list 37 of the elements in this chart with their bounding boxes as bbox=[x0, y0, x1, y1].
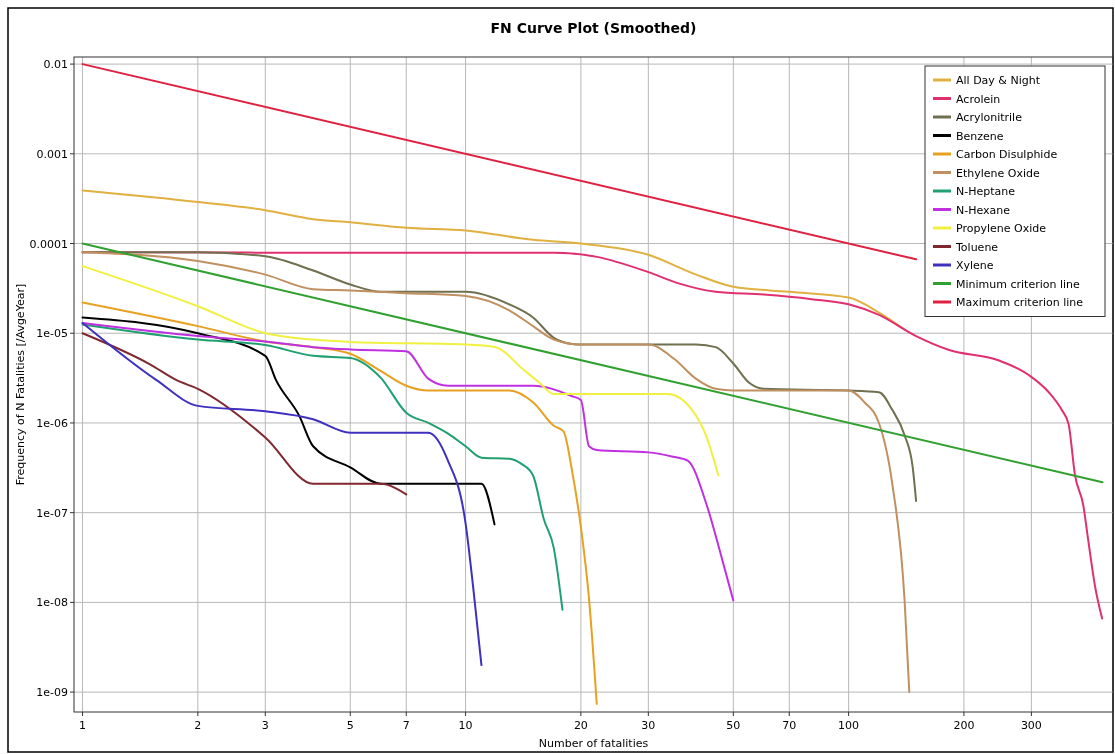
y-tick-label: 1e-08 bbox=[36, 596, 68, 610]
y-tick-label: 0.0001 bbox=[29, 237, 68, 251]
x-tick-label: 10 bbox=[458, 719, 473, 732]
legend-label: Xylene bbox=[956, 259, 994, 272]
legend-label: All Day & Night bbox=[956, 74, 1041, 87]
legend-label: N-Heptane bbox=[956, 185, 1016, 198]
y-axis-title: Frequency of N Fatalities [/AvgeYear] bbox=[14, 283, 27, 486]
y-tick-label: 1e-06 bbox=[36, 416, 68, 430]
x-tick-label: 50 bbox=[726, 719, 741, 732]
legend-label: Acrolein bbox=[956, 92, 1001, 106]
x-tick-label: 200 bbox=[953, 719, 975, 732]
x-tick-label: 7 bbox=[402, 719, 410, 732]
legend-label: Toluene bbox=[955, 240, 999, 254]
x-tick-label: 70 bbox=[782, 719, 797, 732]
x-tick-label: 1 bbox=[79, 719, 87, 732]
x-tick-label: 100 bbox=[838, 719, 860, 732]
legend-label: Maximum criterion line bbox=[956, 296, 1084, 309]
y-tick-label: 1e-05 bbox=[36, 327, 68, 341]
x-tick-label: 30 bbox=[641, 719, 656, 732]
legend-label: Benzene bbox=[956, 129, 1004, 143]
legend-label: N-Hexane bbox=[956, 203, 1011, 217]
legend-label: Propylene Oxide bbox=[956, 222, 1047, 235]
legend-label: Minimum criterion line bbox=[956, 277, 1081, 291]
legend-label: Acrylonitrile bbox=[956, 111, 1023, 124]
x-tick-label: 2 bbox=[194, 719, 202, 732]
legend-label: Carbon Disulphide bbox=[956, 148, 1058, 161]
y-tick-label: 0.001 bbox=[36, 147, 68, 161]
chart-title: FN Curve Plot (Smoothed) bbox=[490, 20, 697, 36]
x-axis-title: Number of fatalities bbox=[538, 737, 649, 750]
y-tick-label: 1e-07 bbox=[36, 506, 68, 520]
legend-label: Ethylene Oxide bbox=[956, 166, 1041, 180]
x-tick-label: 300 bbox=[1020, 719, 1042, 732]
y-tick-label: 0.01 bbox=[43, 58, 68, 72]
x-tick-label: 5 bbox=[346, 719, 354, 732]
x-tick-label: 20 bbox=[573, 719, 588, 732]
x-tick-label: 3 bbox=[261, 719, 269, 732]
y-tick-label: 1e-09 bbox=[36, 686, 68, 700]
